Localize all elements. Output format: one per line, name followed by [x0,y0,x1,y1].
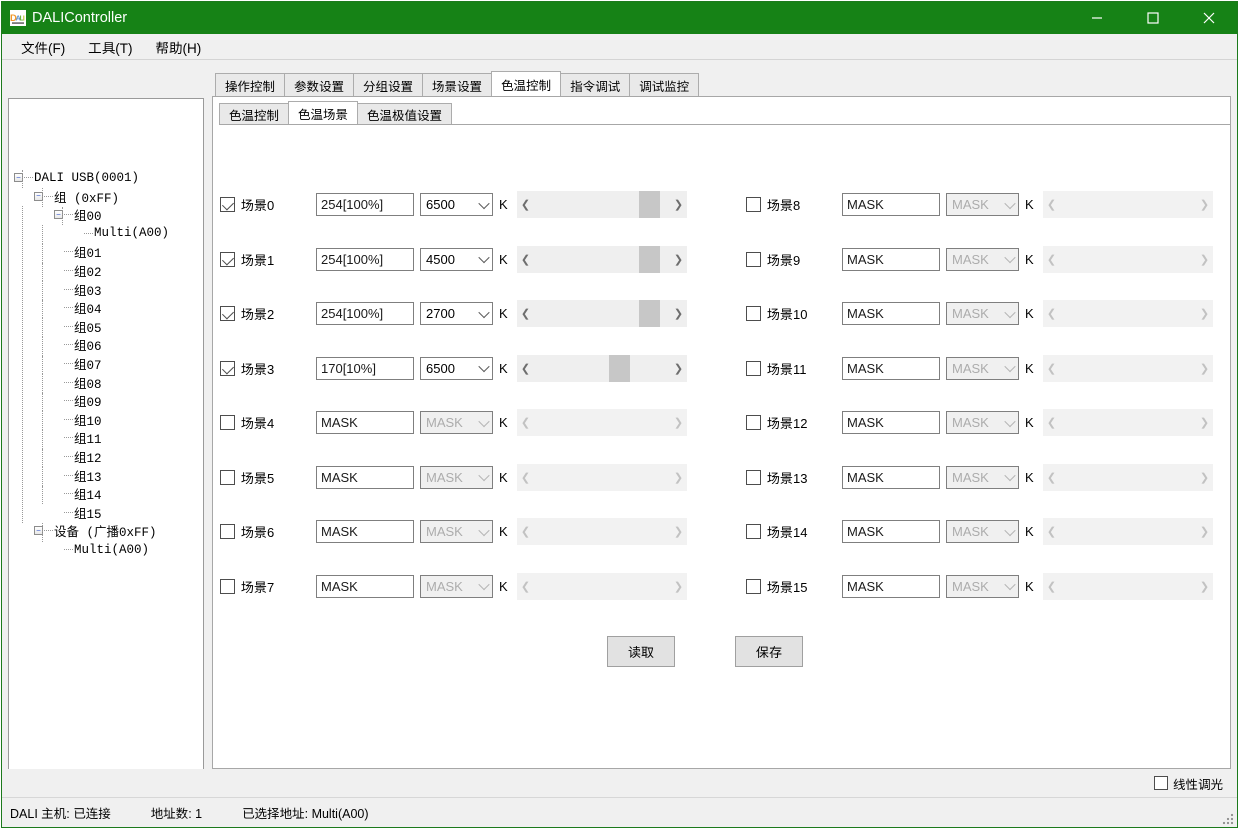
svg-text:I: I [23,14,25,23]
